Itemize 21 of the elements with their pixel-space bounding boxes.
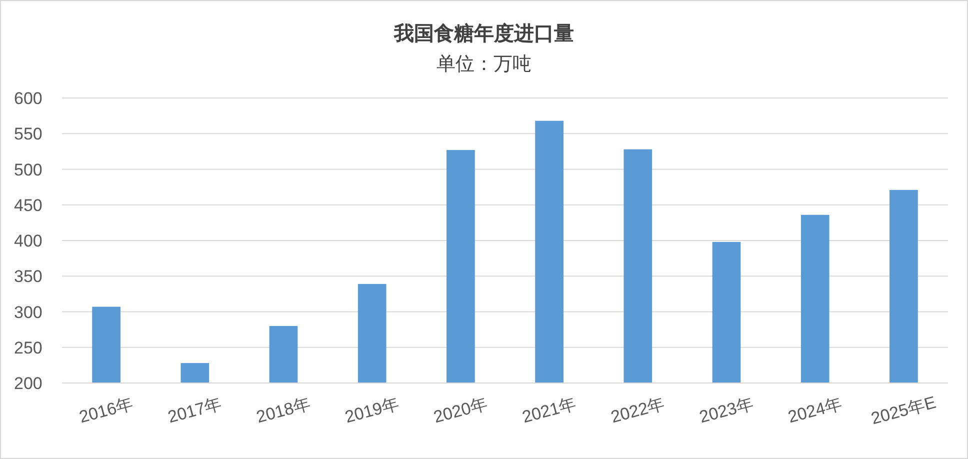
x-tick-label: 2024年	[786, 394, 844, 427]
chart-title: 我国食糖年度进口量	[393, 21, 574, 45]
y-tick-label: 300	[14, 302, 42, 322]
y-tick-label: 200	[14, 374, 42, 393]
y-tick-label: 500	[14, 160, 42, 180]
x-tick-label: 2018年	[254, 394, 312, 427]
y-tick-label: 250	[14, 338, 42, 358]
x-tick-label: 2023年	[697, 394, 756, 427]
chart-subtitle: 单位：万吨	[436, 53, 532, 75]
x-tick-label: 2022年	[608, 394, 667, 427]
x-tick-label: 2025年E	[869, 392, 938, 428]
x-tick-label: 2021年	[520, 394, 578, 427]
x-tick-label: 2020年	[432, 394, 490, 427]
x-tick-label: 2016年	[77, 394, 136, 427]
y-tick-label: 600	[14, 89, 42, 108]
x-tick-label: 2019年	[343, 394, 401, 427]
y-tick-label: 550	[14, 124, 42, 144]
y-tick-label: 450	[14, 196, 42, 215]
y-tick-label: 350	[14, 267, 42, 286]
y-tick-label: 400	[14, 232, 42, 250]
x-tick-label: 2017年	[166, 394, 224, 427]
